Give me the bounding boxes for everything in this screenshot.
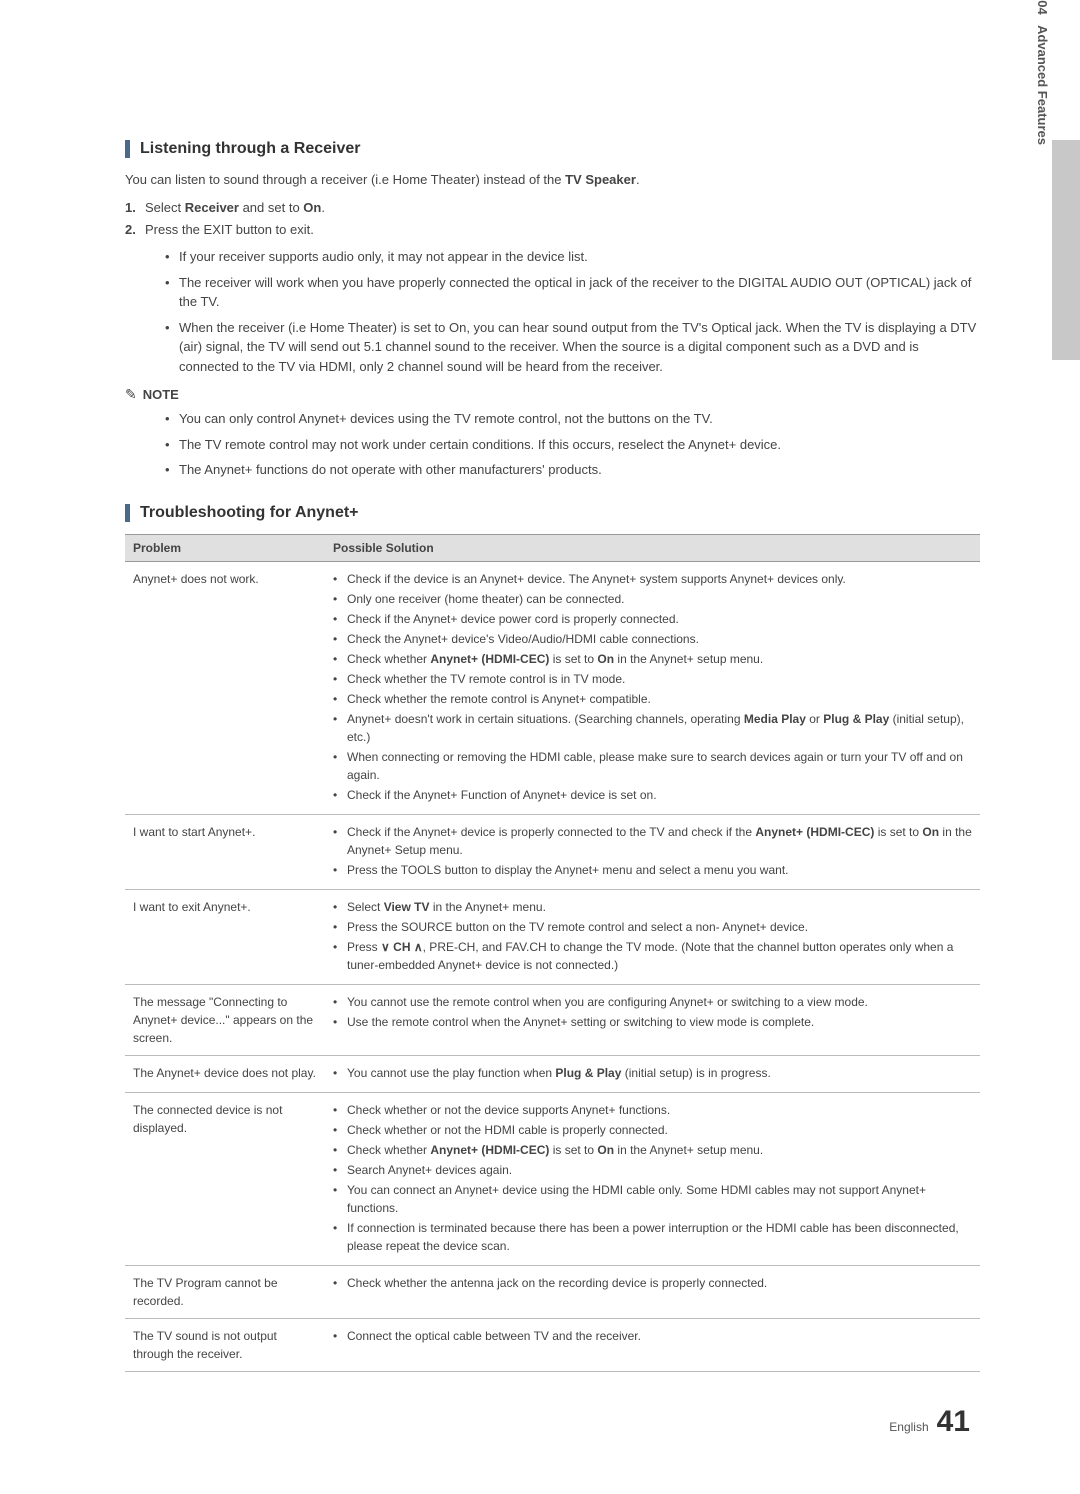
list-item: You can connect an Anynet+ device using … xyxy=(333,1181,972,1217)
list-item: The Anynet+ functions do not operate wit… xyxy=(165,460,980,480)
cell-solution: Check if the Anynet+ device is properly … xyxy=(325,814,980,889)
solution-list: Select View TV in the Anynet+ menu. Press… xyxy=(333,898,972,974)
page-footer: English 41 xyxy=(889,1405,970,1439)
list-item: Only one receiver (home theater) can be … xyxy=(333,590,972,608)
table-row: The message "Connecting to Anynet+ devic… xyxy=(125,984,980,1055)
cell-solution: Check if the device is an Anynet+ device… xyxy=(325,561,980,814)
cell-solution: Connect the optical cable between TV and… xyxy=(325,1318,980,1371)
cell-solution: Check whether or not the device supports… xyxy=(325,1092,980,1265)
section-bar-icon xyxy=(125,504,130,522)
list-item: Anynet+ doesn't work in certain situatio… xyxy=(333,710,972,746)
footer-page-number: 41 xyxy=(937,1405,970,1439)
note-header: ✎ NOTE xyxy=(125,386,980,403)
cell-solution: Check whether the antenna jack on the re… xyxy=(325,1265,980,1318)
solution-list: Check if the device is an Anynet+ device… xyxy=(333,570,972,804)
table-row: The TV Program cannot be recorded. Check … xyxy=(125,1265,980,1318)
cell-problem: The Anynet+ device does not play. xyxy=(125,1055,325,1092)
table-row: The TV sound is not output through the r… xyxy=(125,1318,980,1371)
section-bar-icon xyxy=(125,140,130,158)
solution-list: Connect the optical cable between TV and… xyxy=(333,1327,972,1345)
section1-header: Listening through a Receiver xyxy=(125,140,980,158)
list-item: Check if the Anynet+ device power cord i… xyxy=(333,610,972,628)
table-row: Anynet+ does not work. Check if the devic… xyxy=(125,561,980,814)
intro-post: . xyxy=(636,172,640,187)
list-item: Check whether or not the HDMI cable is p… xyxy=(333,1121,972,1139)
footer-language: English xyxy=(889,1420,928,1434)
list-item: Press ∨ CH ∧, PRE-CH, and FAV.CH to chan… xyxy=(333,938,972,974)
list-item: The receiver will work when you have pro… xyxy=(165,273,980,312)
solution-list: Check whether or not the device supports… xyxy=(333,1101,972,1255)
list-item: Check whether or not the device supports… xyxy=(333,1101,972,1119)
step-2: 2.Press the EXIT button to exit. xyxy=(125,220,980,241)
cell-problem: The TV sound is not output through the r… xyxy=(125,1318,325,1371)
solution-list: Check if the Anynet+ device is properly … xyxy=(333,823,972,879)
section1-intro: You can listen to sound through a receiv… xyxy=(125,170,980,190)
table-row: I want to exit Anynet+.Select View TV in… xyxy=(125,889,980,984)
list-item: Check if the Anynet+ device is properly … xyxy=(333,823,972,859)
troubleshooting-table: Problem Possible Solution Anynet+ does n… xyxy=(125,534,980,1372)
list-item: Check the Anynet+ device's Video/Audio/H… xyxy=(333,630,972,648)
solution-list: Check whether the antenna jack on the re… xyxy=(333,1274,972,1292)
step-1: 1.Select Receiver and set to On. xyxy=(125,198,980,219)
list-item: Check whether the remote control is Anyn… xyxy=(333,690,972,708)
list-item: Check whether the antenna jack on the re… xyxy=(333,1274,972,1292)
list-item: Check if the device is an Anynet+ device… xyxy=(333,570,972,588)
list-item: You cannot use the play function when Pl… xyxy=(333,1064,972,1082)
list-item: The TV remote control may not work under… xyxy=(165,435,980,455)
list-item: Search Anynet+ devices again. xyxy=(333,1161,972,1179)
table-row: I want to start Anynet+.Check if the Any… xyxy=(125,814,980,889)
table-row: The Anynet+ device does not play. You can… xyxy=(125,1055,980,1092)
page-content: Listening through a Receiver You can lis… xyxy=(0,0,1080,1412)
th-problem: Problem xyxy=(125,534,325,561)
list-item: Check whether the TV remote control is i… xyxy=(333,670,972,688)
list-item: If connection is terminated because ther… xyxy=(333,1219,972,1255)
table-row: The connected device is not displayed. Ch… xyxy=(125,1092,980,1265)
cell-problem: I want to exit Anynet+. xyxy=(125,889,325,984)
section2-header: Troubleshooting for Anynet+ xyxy=(125,504,980,522)
solution-list: You cannot use the remote control when y… xyxy=(333,993,972,1031)
list-item: You can only control Anynet+ devices usi… xyxy=(165,409,980,429)
note-bullets: You can only control Anynet+ devices usi… xyxy=(125,409,980,480)
intro-pre: You can listen to sound through a receiv… xyxy=(125,172,565,187)
list-item: Check whether Anynet+ (HDMI-CEC) is set … xyxy=(333,1141,972,1159)
cell-problem: The message "Connecting to Anynet+ devic… xyxy=(125,984,325,1055)
list-item: Check whether Anynet+ (HDMI-CEC) is set … xyxy=(333,650,972,668)
list-item: Connect the optical cable between TV and… xyxy=(333,1327,972,1345)
list-item: When connecting or removing the HDMI cab… xyxy=(333,748,972,784)
cell-problem: The connected device is not displayed. xyxy=(125,1092,325,1265)
cell-solution: You cannot use the play function when Pl… xyxy=(325,1055,980,1092)
cell-problem: I want to start Anynet+. xyxy=(125,814,325,889)
note-label: NOTE xyxy=(143,387,179,402)
cell-problem: The TV Program cannot be recorded. xyxy=(125,1265,325,1318)
intro-bold: TV Speaker xyxy=(565,172,636,187)
note-icon: ✎ xyxy=(125,386,137,403)
th-solution: Possible Solution xyxy=(325,534,980,561)
section1-title: Listening through a Receiver xyxy=(140,140,360,158)
cell-problem: Anynet+ does not work. xyxy=(125,561,325,814)
list-item: When the receiver (i.e Home Theater) is … xyxy=(165,318,980,377)
section1-bullets: If your receiver supports audio only, it… xyxy=(125,247,980,376)
list-item: Select View TV in the Anynet+ menu. xyxy=(333,898,972,916)
list-item: Check if the Anynet+ Function of Anynet+… xyxy=(333,786,972,804)
troubleshooting-table-wrap: Problem Possible Solution Anynet+ does n… xyxy=(125,534,980,1372)
table-body: Anynet+ does not work. Check if the devic… xyxy=(125,561,980,1371)
list-item: Press the SOURCE button on the TV remote… xyxy=(333,918,972,936)
list-item: You cannot use the remote control when y… xyxy=(333,993,972,1011)
section1-steps: 1.Select Receiver and set to On. 2.Press… xyxy=(125,198,980,242)
list-item: If your receiver supports audio only, it… xyxy=(165,247,980,267)
section2-title: Troubleshooting for Anynet+ xyxy=(140,504,359,522)
list-item: Press the TOOLS button to display the An… xyxy=(333,861,972,879)
cell-solution: You cannot use the remote control when y… xyxy=(325,984,980,1055)
list-item: Use the remote control when the Anynet+ … xyxy=(333,1013,972,1031)
solution-list: You cannot use the play function when Pl… xyxy=(333,1064,972,1082)
cell-solution: Select View TV in the Anynet+ menu. Press… xyxy=(325,889,980,984)
